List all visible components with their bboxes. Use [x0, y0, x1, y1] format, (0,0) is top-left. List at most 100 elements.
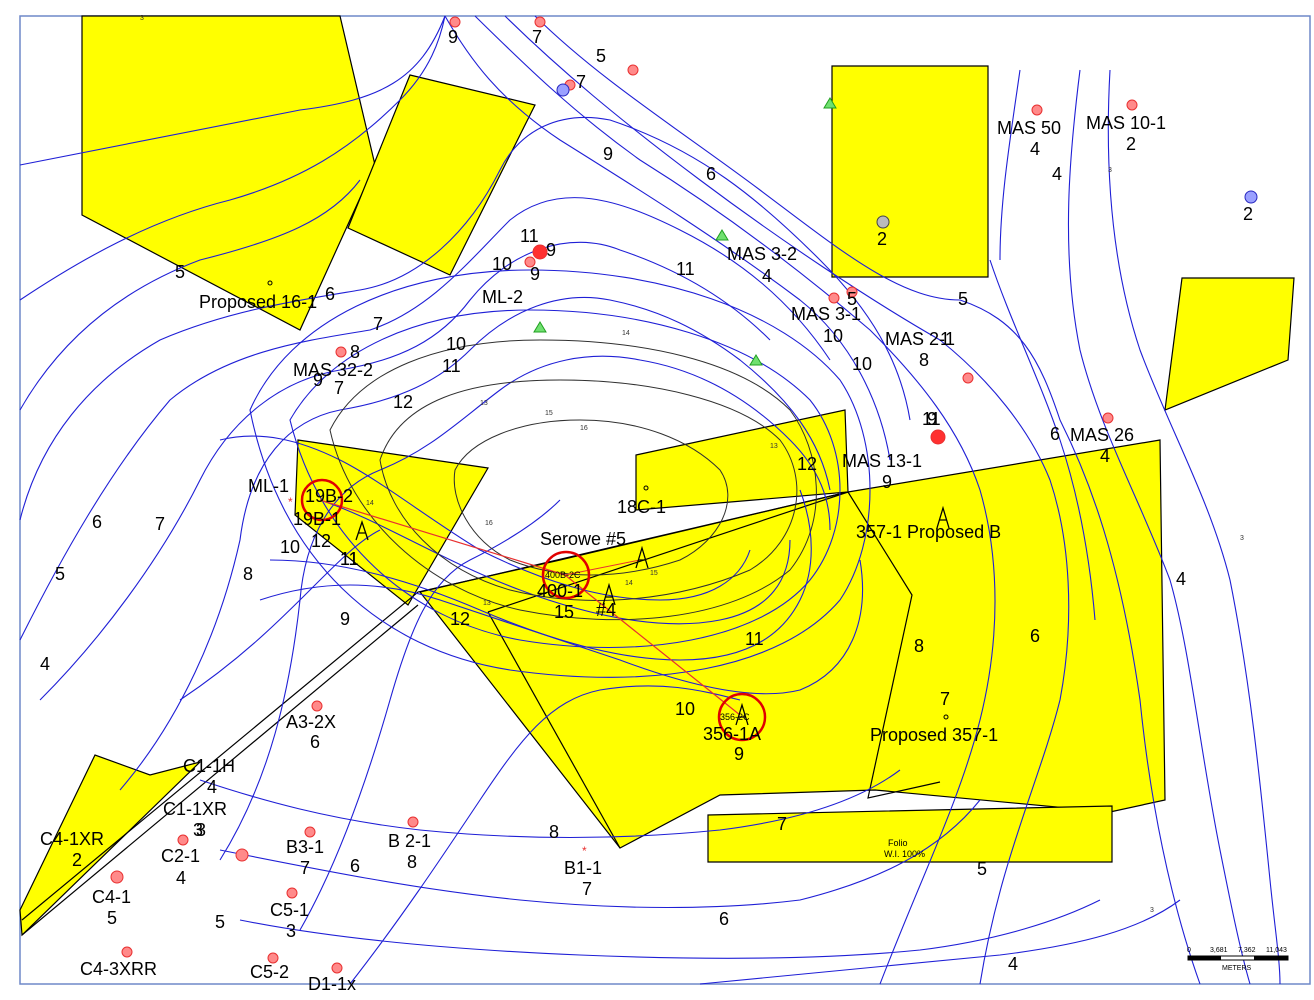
- well-label-proposed-357-1[interactable]: Proposed 357-1: [870, 725, 998, 745]
- well-symbol[interactable]: [110, 870, 124, 884]
- contour-label: 8: [914, 636, 924, 656]
- well-label-400-1[interactable]: 400-1: [537, 581, 583, 601]
- contour-label: 7: [940, 689, 950, 709]
- lease-nw[interactable]: [81, 15, 376, 331]
- well-symbol[interactable]: [267, 952, 279, 964]
- well-symbol[interactable]: [534, 16, 546, 28]
- well-label-d1-1x[interactable]: D1-1x: [308, 974, 356, 994]
- well-symbol[interactable]: [449, 16, 461, 28]
- well-symbol[interactable]: [335, 346, 347, 358]
- well-label-c2-1[interactable]: C2-1: [161, 846, 200, 866]
- well-label-mas-26[interactable]: MAS 26: [1070, 425, 1134, 445]
- well-label-c5-2[interactable]: C5-2: [250, 962, 289, 982]
- well-symbol[interactable]: [177, 834, 189, 846]
- contour-label: 5: [215, 912, 225, 932]
- lease-sw[interactable]: [19, 754, 203, 937]
- well-symbol[interactable]: [1126, 99, 1138, 111]
- well-label-mas-32-2[interactable]: MAS 32-2: [293, 360, 373, 380]
- well-symbol[interactable]: [121, 946, 133, 958]
- lease-nw2[interactable]: [347, 74, 536, 276]
- well-label-mas-13-1[interactable]: MAS 13-1: [842, 451, 922, 471]
- well-label-ml-2[interactable]: ML-2: [482, 287, 523, 307]
- contour-label-small: 3: [1240, 535, 1244, 542]
- contour-label: 6: [325, 284, 335, 304]
- well-symbol[interactable]: [311, 700, 323, 712]
- well-value: 8: [407, 852, 417, 872]
- well-symbol[interactable]: [331, 962, 343, 974]
- well-value: 9: [448, 27, 458, 47]
- well-symbol[interactable]: [627, 64, 639, 76]
- well-label-a3-2x[interactable]: A3-2X: [286, 712, 336, 732]
- well-label-proposed-16-1[interactable]: Proposed 16-1: [199, 292, 317, 312]
- tiny-well-label: 400B-2C: [545, 570, 581, 580]
- well-symbol[interactable]: [846, 286, 858, 298]
- well-value: 9: [546, 240, 556, 260]
- well-symbol[interactable]: [532, 244, 548, 260]
- well-label-ml-1[interactable]: ML-1: [248, 476, 289, 496]
- well-label-mas-3-1[interactable]: MAS 3-1: [791, 304, 861, 324]
- well-symbol[interactable]: [962, 372, 974, 384]
- contour-label: 12: [450, 609, 470, 629]
- well-symbol-blue[interactable]: [1244, 190, 1258, 204]
- well-label-mas-3-2[interactable]: MAS 3-2: [727, 244, 797, 264]
- contour-label: 5: [596, 46, 606, 66]
- contour-label: 7: [373, 314, 383, 334]
- lease-north-box[interactable]: [831, 65, 989, 278]
- well-symbol[interactable]: [524, 256, 536, 268]
- well-symbol[interactable]: [304, 826, 316, 838]
- well-label-c1-1xr[interactable]: C1-1XR: [163, 799, 227, 819]
- lease-east[interactable]: [1164, 277, 1295, 411]
- well-label-19b-1[interactable]: 19B-1: [293, 509, 341, 529]
- triangle-marker: [749, 354, 763, 366]
- well-symbol[interactable]: [235, 848, 249, 862]
- well-label-c4-1[interactable]: C4-1: [92, 887, 131, 907]
- contour-label: 9: [603, 144, 613, 164]
- well-label-c5-1[interactable]: C5-1: [270, 900, 309, 920]
- contour-label: 5: [175, 262, 185, 282]
- well-label-c1-1h[interactable]: C1-1H: [183, 756, 235, 776]
- scale-tick-label: 0: [1187, 947, 1191, 954]
- target-circle[interactable]: [541, 550, 591, 600]
- contour-label: 7: [155, 514, 165, 534]
- well-label-18c-1[interactable]: 18C-1: [617, 497, 666, 517]
- well-label-c4-1xr[interactable]: C4-1XR: [40, 829, 104, 849]
- well-symbol-grey[interactable]: [876, 215, 890, 229]
- well-label-356-1a[interactable]: 356-1A: [703, 724, 761, 744]
- well-label-357-1-proposed-b[interactable]: 357-1 Proposed B: [856, 522, 1001, 542]
- lease-outline-a: [487, 491, 941, 799]
- rig-icon: [635, 545, 649, 569]
- contour-label: 5: [55, 564, 65, 584]
- well-value: 9: [530, 264, 540, 284]
- well-symbol[interactable]: [407, 816, 419, 828]
- contour-lines: [19, 15, 1281, 985]
- well-symbol[interactable]: [1102, 412, 1114, 424]
- well-value: 1: [940, 329, 950, 349]
- fault-line-2: [21, 604, 419, 936]
- triangle-marker: [533, 321, 547, 333]
- well-label-b3-1[interactable]: B3-1: [286, 837, 324, 857]
- well-label-mas-10-1[interactable]: MAS 10-1: [1086, 113, 1166, 133]
- well-label-19b-2[interactable]: 19B-2: [305, 486, 353, 506]
- contour-label-small: 14: [622, 330, 630, 337]
- well-label-4[interactable]: #4: [596, 600, 616, 620]
- well-symbol[interactable]: [828, 292, 840, 304]
- well-label-mas-50[interactable]: MAS 50: [997, 118, 1061, 138]
- contour-label: 5: [958, 289, 968, 309]
- contour-label-small: 3: [1108, 167, 1112, 174]
- well-label-serowe-5[interactable]: Serowe #5: [540, 529, 626, 549]
- contour-label: 4: [40, 654, 50, 674]
- target-circle[interactable]: [717, 692, 767, 742]
- well-value: 7: [334, 378, 344, 398]
- well-label-c4-3xrr[interactable]: C4-3XRR: [80, 959, 157, 979]
- well-label-mas-2-1[interactable]: MAS 2-1: [885, 329, 955, 349]
- lease-folio[interactable]: [707, 805, 1113, 863]
- well-label-b1-1[interactable]: B1-1: [564, 858, 602, 878]
- well-symbol-blue[interactable]: [556, 83, 570, 97]
- target-circle[interactable]: [300, 478, 344, 522]
- well-symbol[interactable]: [286, 887, 298, 899]
- well-symbol[interactable]: [930, 429, 946, 445]
- well-symbol[interactable]: [1031, 104, 1043, 116]
- well-value: 4: [207, 777, 217, 797]
- well-label-b-2-1[interactable]: B 2-1: [388, 831, 431, 851]
